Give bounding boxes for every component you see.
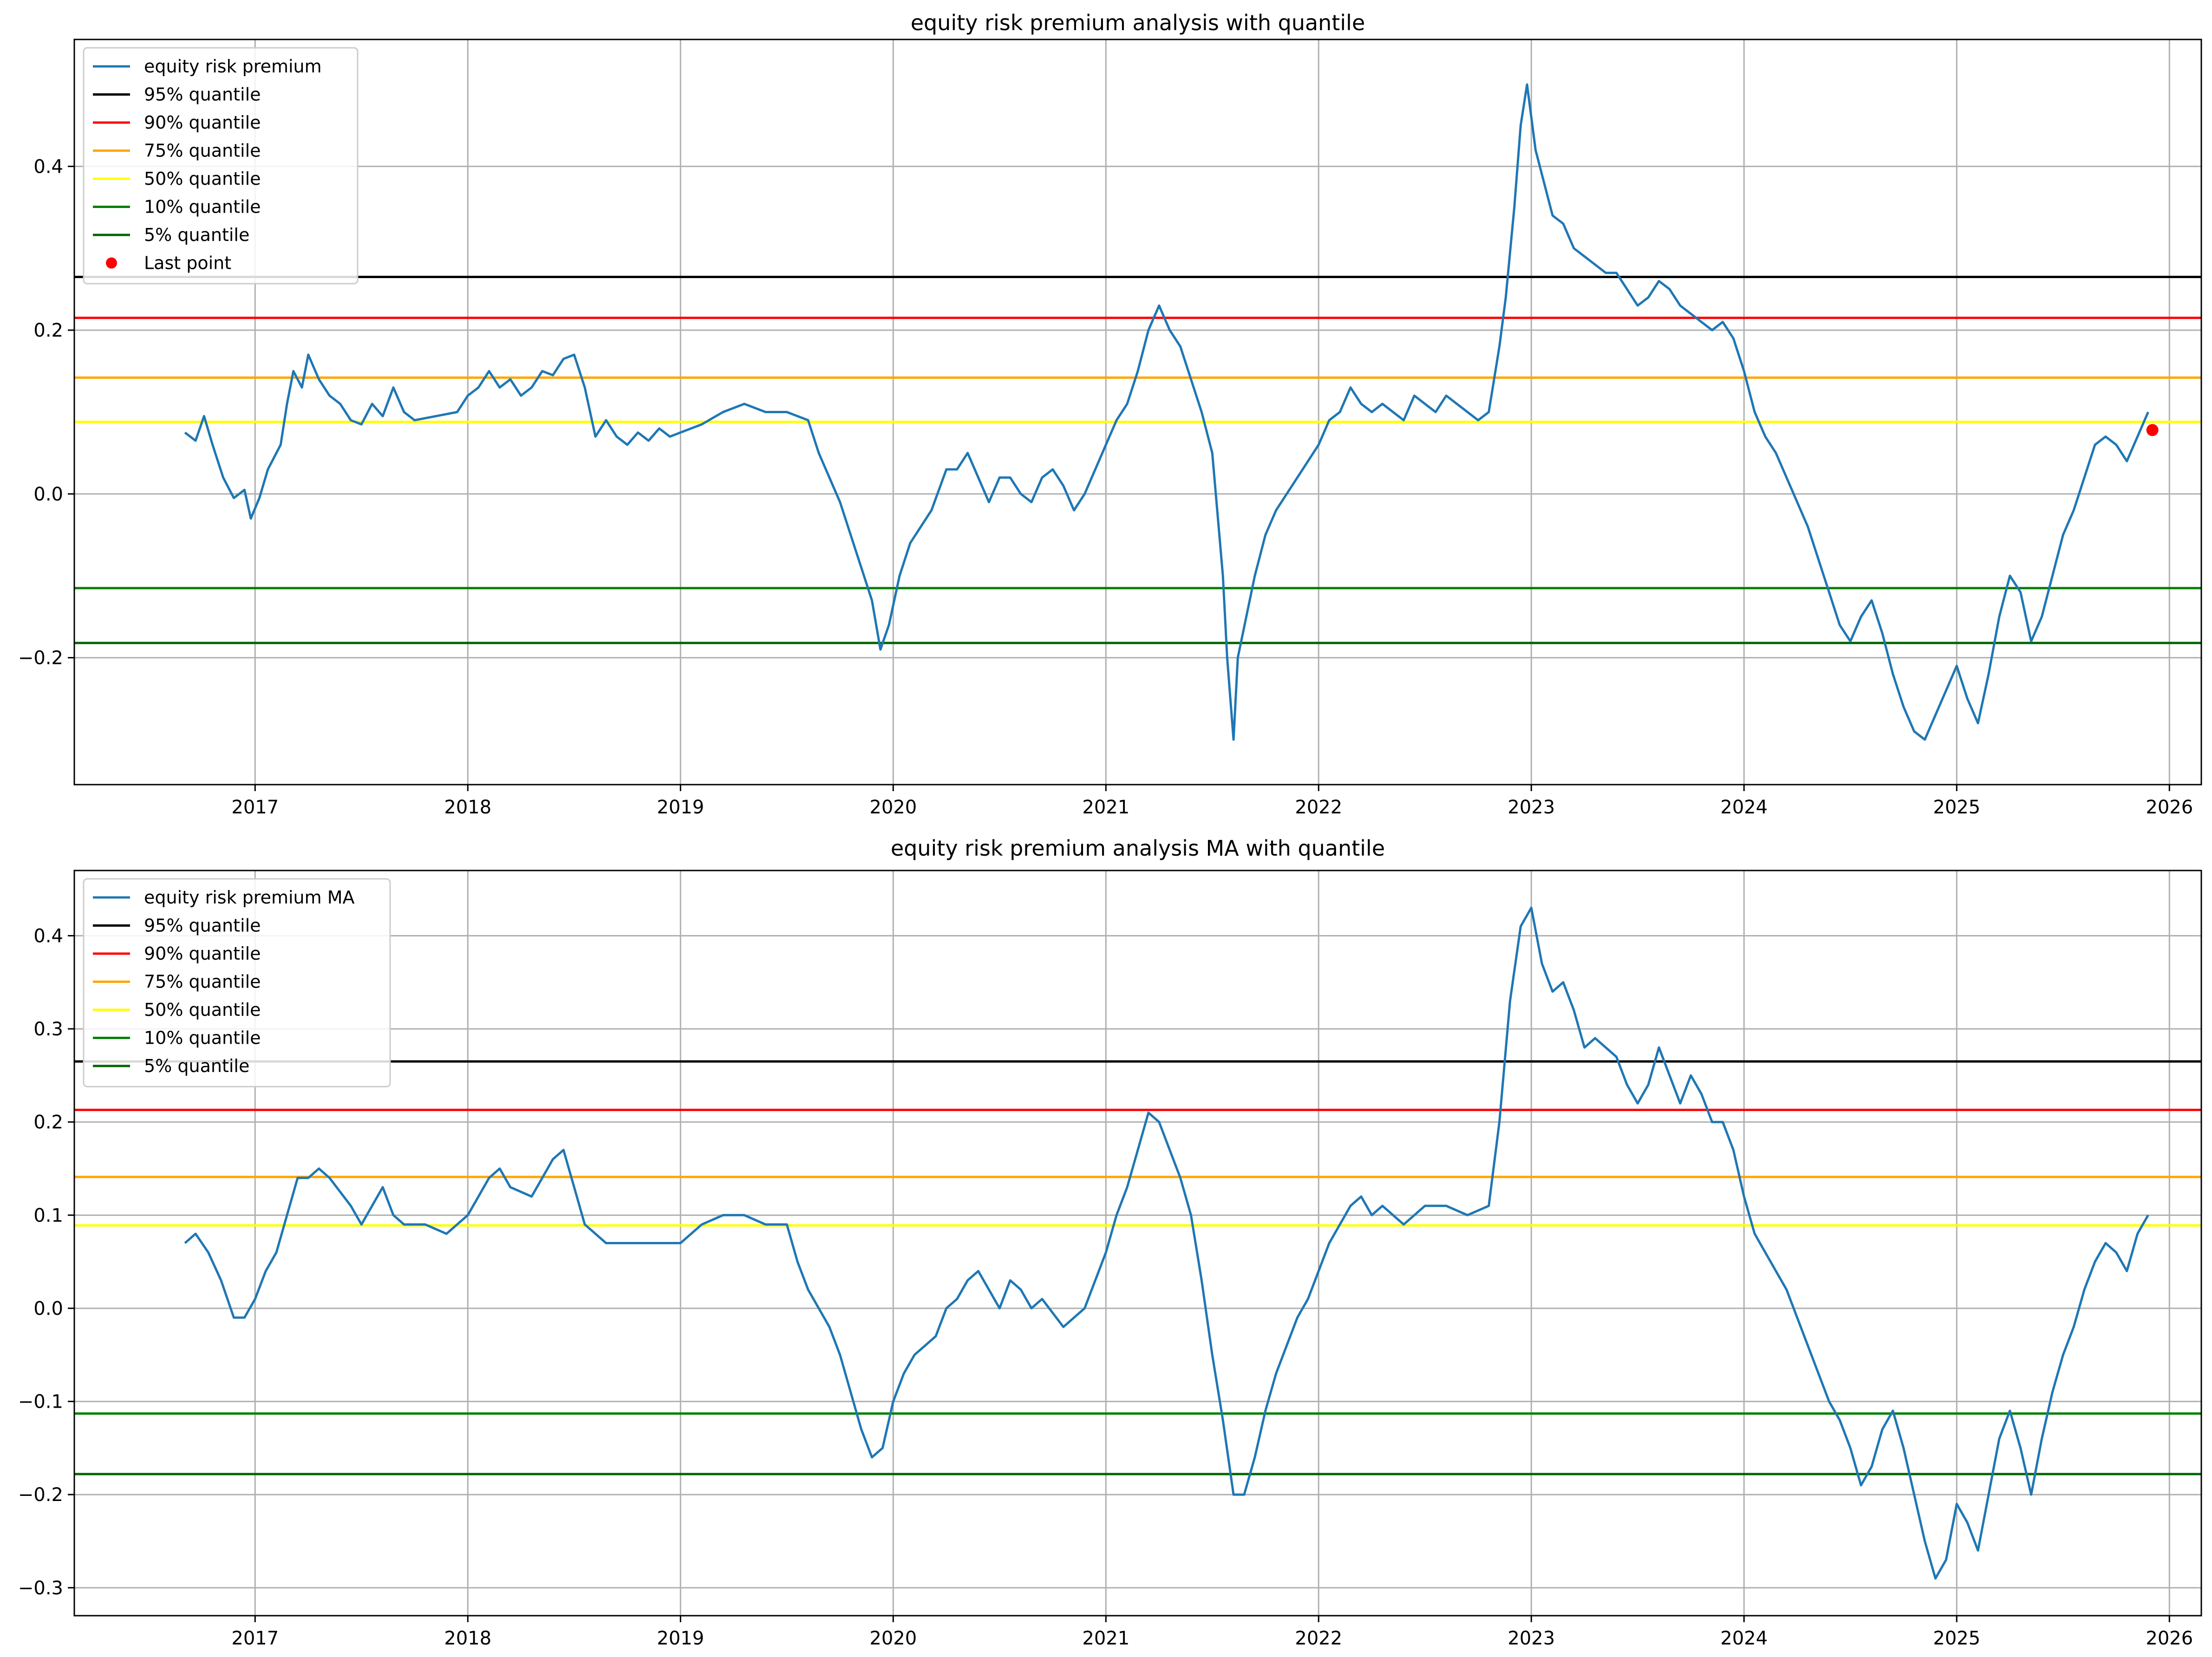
- legend-box: [83, 47, 359, 285]
- legend: equity risk premium 95% quantile 90% quant…: [83, 47, 359, 285]
- bottom-chart: 2017 2018 2019 2020 2021 2022 2023 2024 2025 2026…: [18, 836, 2202, 1649]
- last-point-marker: [2146, 424, 2159, 436]
- x-tick-label: 2019: [657, 1628, 704, 1649]
- legend-box: [83, 878, 391, 1087]
- x-tick-label: 2026: [2146, 797, 2193, 818]
- x-tick-label: 2017: [231, 1628, 279, 1649]
- x-tick-label: 2018: [444, 797, 491, 818]
- x-tick-label: 2021: [1082, 1628, 1129, 1649]
- x-tick-label: 2024: [1720, 797, 1768, 818]
- x-tick-label: 2023: [1507, 797, 1555, 818]
- y-tick-label: 0.2: [33, 1112, 63, 1133]
- legend-label: 10% quantile: [144, 1028, 261, 1048]
- legend-label: equity risk premium MA: [144, 887, 355, 908]
- legend-label: 90% quantile: [144, 943, 261, 964]
- top-chart: 2017 2018 2019 2020 2021 2022 2023 2024 2025 2026…: [18, 10, 2202, 818]
- x-tick-label: 2024: [1720, 1628, 1768, 1649]
- y-tick-label: 0.0: [33, 484, 63, 505]
- legend-label: 5% quantile: [144, 225, 249, 245]
- y-tick-label: 0.0: [33, 1298, 63, 1319]
- y-tick-label: −0.1: [18, 1391, 63, 1413]
- legend-label: 75% quantile: [144, 972, 261, 992]
- x-tick-label: 2025: [1933, 797, 1980, 818]
- legend-label: 5% quantile: [144, 1056, 249, 1076]
- x-tick-label: 2025: [1933, 1628, 1980, 1649]
- chart-title: equity risk premium analysis with quanti…: [911, 10, 1365, 35]
- y-tick-label: 0.2: [33, 320, 63, 341]
- y-tick-label: 0.1: [33, 1205, 63, 1226]
- legend-label: 10% quantile: [144, 197, 261, 217]
- series-line-equity-risk-premium: [184, 83, 2149, 741]
- x-tick-label: 2022: [1295, 1628, 1342, 1649]
- legend: equity risk premium MA 95% quantile 90% qu…: [83, 878, 391, 1087]
- x-tick-label: 2026: [2146, 1628, 2193, 1649]
- x-tick-label: 2022: [1295, 797, 1342, 818]
- y-tick-label: 0.4: [33, 925, 63, 947]
- legend-label: 90% quantile: [144, 112, 261, 133]
- y-tick-label: 0.4: [33, 156, 63, 177]
- x-tick-label: 2019: [657, 797, 704, 818]
- series-line-equity-risk-premium-ma: [184, 906, 2149, 1580]
- legend-label: 50% quantile: [144, 1000, 261, 1020]
- legend-label: 75% quantile: [144, 141, 261, 161]
- y-tick-label: 0.3: [33, 1019, 63, 1040]
- legend-label: equity risk premium: [144, 56, 322, 77]
- x-tick-label: 2020: [869, 1628, 917, 1649]
- legend-label: Last point: [144, 253, 231, 273]
- chart-title: equity risk premium analysis MA with qua…: [891, 836, 1385, 861]
- x-tick-label: 2021: [1082, 797, 1129, 818]
- legend-swatch-dot: [106, 257, 117, 269]
- x-tick-label: 2018: [444, 1628, 491, 1649]
- y-tick-label: −0.3: [18, 1578, 63, 1599]
- legend-label: 50% quantile: [144, 169, 261, 189]
- x-tick-label: 2020: [869, 797, 917, 818]
- axes-frame: [73, 39, 2202, 786]
- x-tick-label: 2023: [1507, 1628, 1555, 1649]
- y-tick-label: −0.2: [18, 648, 63, 669]
- legend-label: 95% quantile: [144, 916, 261, 936]
- axes-frame: [73, 870, 2202, 1617]
- y-tick-label: −0.2: [18, 1484, 63, 1506]
- x-tick-label: 2017: [231, 797, 279, 818]
- legend-label: 95% quantile: [144, 84, 261, 105]
